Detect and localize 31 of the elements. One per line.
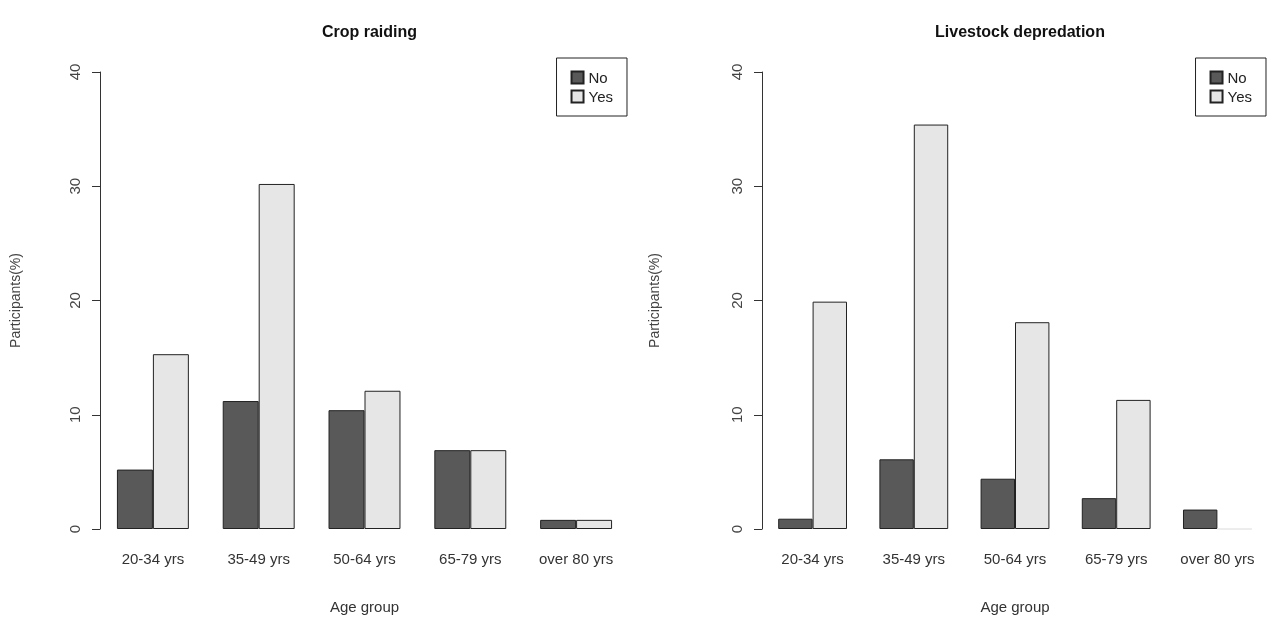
legend-label: Yes (588, 88, 614, 105)
x-tick-label: 65-79 yrs (439, 550, 502, 567)
x-tick-label: 50-64 yrs (333, 550, 396, 567)
x-tick-label: 65-79 yrs (1084, 550, 1148, 567)
x-tick-label: 20-34 yrs (121, 550, 185, 567)
x-tick-label: over 80 yrs (1180, 550, 1255, 567)
chart-title: Crop raiding (321, 22, 418, 40)
y-tick-label: 30 (728, 177, 745, 195)
y-tick-label: 30 (66, 177, 83, 195)
y-axis-title: Participants(%) (7, 253, 23, 348)
y-tick-label: 0 (728, 524, 745, 534)
y-tick-label: 10 (66, 406, 83, 424)
x-tick-label: 20-34 yrs (781, 550, 844, 567)
legend-label: No (1227, 69, 1247, 86)
y-tick-label: 40 (728, 63, 745, 81)
y-tick-label: 40 (66, 63, 83, 81)
legend-label: Yes (1227, 88, 1253, 105)
x-tick-label: 35-49 yrs (882, 550, 946, 567)
y-tick-label: 20 (66, 292, 83, 309)
x-axis-title: Age group (329, 598, 400, 615)
y-axis-title: Participants(%) (646, 253, 662, 348)
chart-title: Livestock depredation (935, 22, 1105, 40)
y-tick-label: 10 (728, 406, 745, 424)
x-tick-label: 50-64 yrs (983, 550, 1047, 567)
legend-label: No (588, 69, 608, 86)
bar (1182, 509, 1218, 529)
y-tick-label: 20 (728, 292, 745, 309)
y-tick-label: 0 (66, 524, 83, 534)
x-tick-label: over 80 yrs (539, 550, 614, 567)
x-tick-label: 35-49 yrs (227, 550, 290, 567)
x-axis-title: Age group (980, 598, 1050, 615)
